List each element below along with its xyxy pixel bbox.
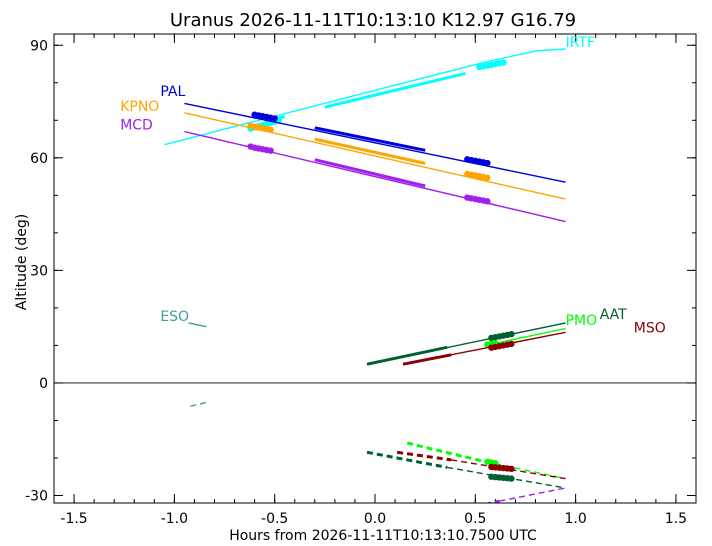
y-tick-label: 30 [30, 263, 48, 279]
series-mcd-point [267, 147, 274, 154]
plot-layer: -1.5 -1.0 -0.5 0.0 0.5 1.0 1.5 -30 0 30 60 90 IRTF PA… [25, 34, 696, 527]
series-aat-point [508, 475, 515, 482]
series-mcd-label: MCD [120, 118, 153, 134]
plot-frame [53, 33, 697, 504]
series-mso-point [508, 340, 515, 348]
x-tick-label: 0.5 [464, 511, 486, 527]
series-irtf-line [164, 48, 566, 146]
series-pmo-line [406, 441, 486, 464]
series-aat-line [366, 345, 448, 366]
series-aat-label: AAT [600, 307, 627, 323]
series-eso-line [190, 401, 207, 407]
series-kpno-line [184, 112, 566, 200]
series-aat-point [508, 330, 515, 338]
series-pmo-line [485, 461, 566, 480]
series-mso-line [396, 450, 452, 462]
y-tick-label: -30 [25, 488, 48, 504]
series-eso-line [188, 322, 207, 328]
series-pmo-line [485, 327, 566, 347]
series-pal-point [484, 159, 491, 167]
x-axis-title: Hours from 2026-11-11T10:13:10.7500 UTC [229, 528, 537, 544]
series-pal-label: PAL [160, 84, 185, 100]
series-kpno-point [267, 126, 274, 133]
series-pal-line [314, 126, 426, 152]
x-tick-label: 1.5 [665, 511, 687, 527]
series-kpno-label: KPNO [120, 99, 159, 115]
series-extra-line [499, 487, 566, 502]
series-kpno-line [314, 137, 426, 165]
x-tick-label: -0.5 [261, 511, 288, 527]
x-tick-label: 1.0 [564, 511, 586, 527]
series-pmo-label: PMO [566, 313, 598, 329]
series-extra-line [484, 499, 500, 503]
chart-title: Uranus 2026-11-11T10:13:10 K12.97 G16.79 [170, 10, 576, 31]
series-pal-point [271, 115, 278, 122]
series-mso-label: MSO [634, 320, 666, 336]
series-eso-label: ESO [160, 309, 189, 325]
series-kpno-point [484, 174, 491, 181]
x-tick-label: 0.0 [364, 511, 386, 527]
x-tick-label: -1.0 [161, 511, 188, 527]
series-aat-line [366, 450, 448, 469]
series-irtf-label: IRTF [566, 35, 595, 51]
y-tick-label: 0 [39, 376, 48, 392]
series-irtf-point [500, 59, 507, 66]
series-mso-point [508, 465, 515, 473]
y-tick-label: 60 [30, 151, 48, 167]
series-mcd-line [184, 130, 566, 223]
series-mcd-line [314, 158, 426, 188]
x-tick-label: -1.5 [60, 511, 87, 527]
series-mcd-point [484, 198, 491, 205]
y-tick-label: 90 [30, 38, 48, 54]
series-mso-line [402, 353, 452, 366]
series-pal-line [184, 102, 566, 183]
y-axis-title: Altitude (deg) [14, 214, 30, 310]
series-irtf-line [324, 71, 466, 109]
